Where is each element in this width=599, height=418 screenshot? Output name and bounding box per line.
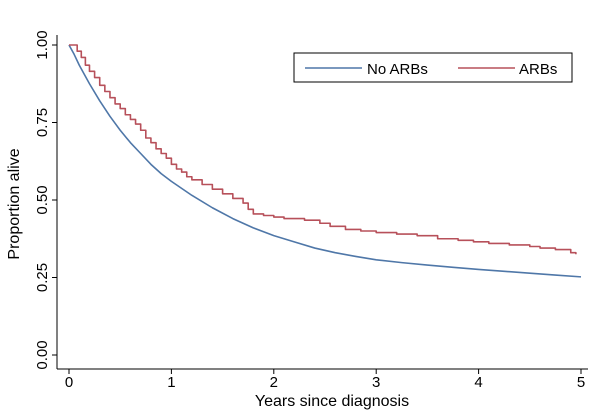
x-tick-label: 2: [270, 374, 278, 391]
x-tick-label: 4: [474, 374, 482, 391]
x-tick-label: 3: [372, 374, 380, 391]
x-axis-ticks: 0 1 2 3 4 5: [65, 369, 585, 391]
x-tick-label: 0: [65, 374, 73, 391]
x-tick-label: 1: [167, 374, 175, 391]
legend: No ARBs ARBs: [293, 52, 573, 83]
x-axis-title: Years since diagnosis: [255, 393, 409, 410]
y-axis-title: Proportion alive: [6, 148, 23, 259]
legend-label-no-arbs: No ARBs: [367, 61, 428, 78]
y-tick-label: 0.50: [34, 185, 51, 214]
y-tick-label: 0.00: [34, 340, 51, 369]
legend-label-arbs: ARBs: [519, 61, 557, 78]
y-tick-label: 0.25: [34, 263, 51, 292]
y-tick-label: 0.75: [34, 108, 51, 137]
plot-frame: [56, 35, 588, 370]
x-tick-label: 5: [577, 374, 585, 391]
series-line-no-arbs: [68, 44, 582, 278]
series-line-arbs: [69, 44, 577, 255]
series-lines: [68, 44, 582, 278]
y-tick-label: 1.00: [34, 30, 51, 59]
y-axis-ticks: 0.00 0.25 0.50 0.75 1.00: [34, 30, 57, 370]
